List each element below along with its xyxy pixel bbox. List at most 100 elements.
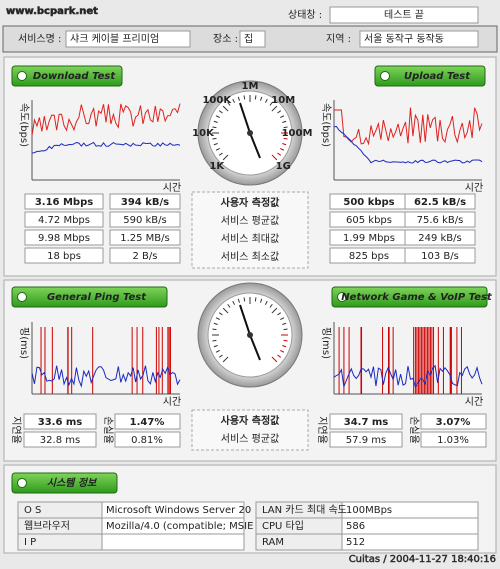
gauge-tick xyxy=(222,105,229,112)
field-box xyxy=(404,193,476,210)
status-label: 상태창 : xyxy=(288,9,322,21)
center-box xyxy=(191,191,309,269)
footer: Cuitas / 2004-11-27 18:40:16 xyxy=(349,554,496,565)
gauge-tick xyxy=(215,115,220,119)
field-value: 서울 동작구 동작동 xyxy=(364,33,444,45)
graph-line xyxy=(334,107,483,146)
value: 103 B/s xyxy=(421,251,459,262)
gauge-tick xyxy=(227,303,231,308)
value: 2 B/s xyxy=(133,251,158,262)
gauge-label: 1G xyxy=(276,161,291,172)
gauge-tick xyxy=(232,300,236,305)
field-value: 집 xyxy=(244,33,253,45)
gauge-tick xyxy=(260,298,263,303)
value: 1.25 MB/s xyxy=(120,233,170,244)
button-icon xyxy=(337,292,347,302)
field-box xyxy=(24,247,104,264)
status-value: 테스트 끝 xyxy=(384,9,424,21)
gauge-tick xyxy=(243,95,246,100)
gauge-tick xyxy=(283,339,288,342)
gauge-tick xyxy=(215,147,220,151)
field-box xyxy=(404,247,476,264)
gauge-tick xyxy=(212,137,217,140)
field-box xyxy=(239,30,266,48)
sys-value: 512 xyxy=(346,537,365,548)
value: 605 kbps xyxy=(346,215,392,226)
field-box xyxy=(329,413,403,430)
graph-line xyxy=(333,126,483,164)
field-label: 서비스명 : xyxy=(18,33,61,45)
gauge-tick xyxy=(271,105,278,112)
value: 590 kB/s xyxy=(123,215,167,226)
value: 34.7 ms xyxy=(344,417,389,428)
sys-label: LAN 카드 최대 속도 xyxy=(262,504,347,516)
gauge-needle xyxy=(249,132,261,159)
gauge-tick xyxy=(277,110,282,114)
axis-label: 핑(ms) xyxy=(320,327,332,359)
button xyxy=(374,65,486,87)
value: 825 bps xyxy=(349,251,389,262)
value: 500 kbps xyxy=(343,197,394,208)
field-value: 샤크 케이블 프리미엄 xyxy=(70,33,159,45)
side-label: 지연율 xyxy=(316,416,328,444)
gauge-tick xyxy=(212,339,217,342)
value: 3.16 Mbps xyxy=(35,197,93,208)
gauge-tick xyxy=(212,126,217,129)
gauge-tick xyxy=(213,120,218,123)
gauge-tick xyxy=(218,152,223,156)
side-label: 손실율 xyxy=(408,416,420,444)
axis-label: 핑(ms) xyxy=(18,327,30,359)
gauge-tick xyxy=(277,152,282,156)
sys-label: CPU 타입 xyxy=(262,519,304,532)
gauge-tick xyxy=(280,349,285,353)
gauge-tick xyxy=(218,110,223,114)
gauge-label: 10M xyxy=(271,95,295,106)
field-box xyxy=(65,30,191,48)
field-box xyxy=(101,533,245,551)
gauge-tick xyxy=(269,303,273,308)
gauge-tick xyxy=(213,345,218,348)
field-box xyxy=(24,229,104,246)
sys-value: 586 xyxy=(346,521,365,532)
field-box xyxy=(24,193,104,210)
gauge-tick xyxy=(282,345,287,348)
value: 1.03% xyxy=(437,435,469,446)
row-label: 서비스 최소값 xyxy=(221,251,279,263)
gauge-tick xyxy=(237,96,240,101)
button-icon xyxy=(380,71,390,81)
gauge-tick xyxy=(277,354,282,358)
field-box xyxy=(404,229,476,246)
gauge-hub xyxy=(247,130,253,136)
row-label: 사용자 측정값 xyxy=(221,196,280,209)
field-box xyxy=(109,229,181,246)
gauge-tick xyxy=(264,300,268,305)
value: 249 kB/s xyxy=(418,233,462,244)
gauge-tick xyxy=(222,307,229,314)
gauge-tick xyxy=(260,96,263,101)
gauge-tick xyxy=(215,349,220,353)
value: 1.99 Mbps xyxy=(343,233,395,244)
gauge-tick xyxy=(254,297,257,302)
gauge-label: 100M xyxy=(282,128,313,139)
gauge-tick xyxy=(213,143,218,146)
gauge-tick xyxy=(227,101,231,106)
field-box xyxy=(420,413,487,430)
graph-line xyxy=(31,103,181,136)
value: 394 kB/s xyxy=(121,197,169,208)
side-label: 손실율 xyxy=(102,416,114,444)
sys-value: 100MBps xyxy=(346,505,392,516)
gauge-needle xyxy=(239,304,251,336)
gauge-tick xyxy=(271,356,278,363)
field-box xyxy=(359,30,479,48)
center-box xyxy=(191,409,309,451)
gauge-tick xyxy=(215,317,220,321)
row-label: 서비스 최대값 xyxy=(221,233,279,245)
axis-label: 시간 xyxy=(465,396,483,408)
gauge-tick xyxy=(218,312,223,316)
gauge-tick xyxy=(282,322,287,325)
field-box xyxy=(109,193,181,210)
axis-label: 속도(bps) xyxy=(320,103,332,147)
button xyxy=(11,286,168,308)
button-label: General Ping Test xyxy=(47,292,147,303)
gauge-tick xyxy=(282,120,287,123)
